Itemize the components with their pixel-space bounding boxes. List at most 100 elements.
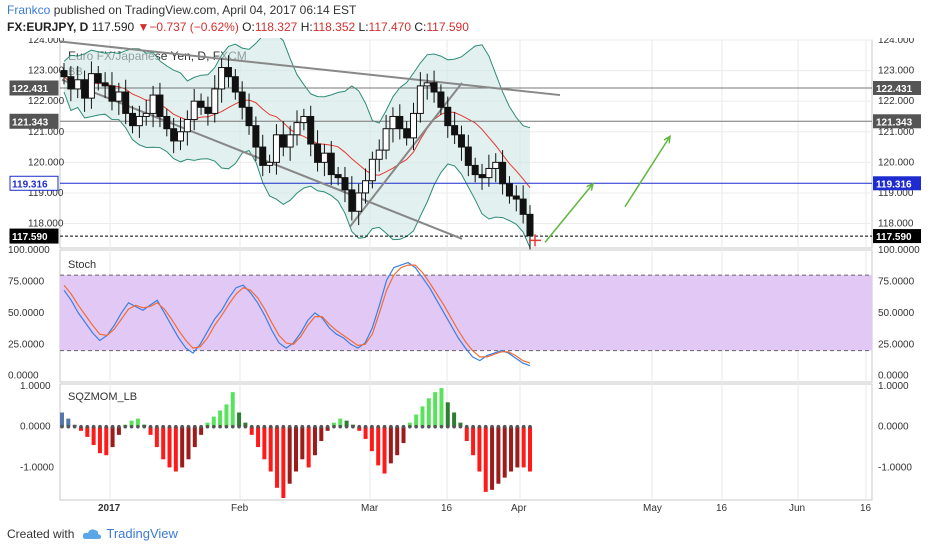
sqz-zero-dot (376, 424, 381, 429)
sqz-zero-dot (230, 424, 235, 429)
candle-body (129, 112, 137, 127)
sqz-histogram-bar (319, 426, 324, 441)
sqz-zero-dot (332, 424, 336, 429)
sqz-zero-dot (193, 424, 197, 429)
sqz-zero-dot (490, 424, 494, 429)
candle-body (190, 100, 198, 121)
price-tag-right (873, 114, 921, 129)
sqz-zero-dot (98, 424, 102, 429)
sqz-axis-left-label: -1.0000 (20, 462, 54, 473)
sqz-zero-dot (471, 424, 475, 429)
sqz-histogram-bar (167, 426, 172, 468)
sqz-zero-dot (243, 424, 248, 429)
sqz-zero-dot (389, 424, 393, 429)
candle-body (416, 85, 424, 114)
forecast-arrow-1-head (586, 182, 595, 191)
sqz-zero-dot (256, 424, 260, 429)
sqz-histogram-bar (376, 426, 381, 466)
sqz-histogram-bar (230, 392, 235, 427)
sqz-zero-dot (477, 424, 482, 429)
candle-body (300, 115, 308, 124)
high-label: H: (300, 20, 313, 34)
sqz-zero-dot (528, 424, 532, 429)
stoch-band-fill (60, 275, 872, 351)
candle-body (327, 152, 335, 176)
sqz-histogram-bar (97, 426, 102, 454)
price-axis-right-label: 122.000 (878, 96, 915, 107)
sqz-histogram-bar (154, 426, 159, 448)
candle-body (238, 91, 246, 108)
sqz-histogram-bar (458, 422, 463, 427)
sqz-zero-dot (110, 424, 115, 429)
sqz-histogram-bar (490, 426, 495, 490)
sqz-axis-left-label: 0.0000 (20, 422, 51, 433)
sqz-zero-dot (306, 424, 311, 429)
high-value: 118.352 (312, 20, 356, 34)
candle-body (115, 91, 123, 102)
candle-body (485, 167, 493, 179)
sqz-zero-dot (351, 424, 355, 429)
sqz-zero-dot (186, 424, 191, 429)
price-tag-left-text: 121.343 (12, 117, 49, 128)
sqz-zero-dot (502, 424, 507, 429)
sqz-zero-dot (287, 424, 292, 429)
chart-canvas[interactable]: 124.000 124.000 123.000 123.000 122.000 122.0… (0, 38, 932, 520)
sqz-zero-dot (275, 424, 279, 429)
sqz-axis-left-label: 1.0000 (20, 381, 51, 392)
candle-body (512, 195, 520, 200)
sqz-histogram-bar (306, 426, 311, 468)
candle-body (499, 161, 507, 185)
price-tag-left (9, 228, 59, 244)
candle-body (348, 189, 356, 212)
sqz-histogram-bar (338, 418, 343, 427)
candle-body (74, 79, 82, 90)
price-tag-right-text: 121.343 (876, 117, 913, 128)
price-tag-right (873, 80, 921, 95)
time-axis-label: Feb (231, 503, 249, 514)
stoch-axis-left-label: 50.0000 (8, 308, 45, 319)
sqz-histogram-bar (483, 426, 488, 492)
sqz-zero-dot (344, 424, 349, 429)
sqz-zero-dot (357, 424, 362, 429)
price-tag-left-text: 119.316 (12, 179, 48, 190)
sqz-zero-dot (427, 424, 431, 429)
sqz-histogram-bar (502, 426, 507, 478)
candle-body (259, 146, 267, 166)
sqz-zero-dot (294, 424, 298, 429)
sqz-histogram-bar (135, 418, 140, 427)
author-name[interactable]: Frankco (7, 3, 51, 17)
sqz-histogram-bar (199, 426, 204, 435)
price-tag-right (873, 176, 921, 191)
sqz-histogram-bar (407, 422, 412, 427)
candle-body (451, 125, 459, 136)
sqz-histogram-bar (382, 426, 387, 474)
sqz-histogram-bar (78, 426, 83, 431)
stoch-axis-right-label: 0.0000 (878, 371, 909, 382)
candle-body (67, 76, 75, 90)
sqz-zero-dot (420, 424, 425, 429)
time-axis-label: 16 (860, 503, 872, 514)
sqz-histogram-bar (91, 426, 96, 446)
sqz-zero-dot (300, 424, 305, 429)
tradingview-brand[interactable]: TradingView (106, 526, 178, 541)
sqz-axis-right-label: 1.0000 (878, 381, 909, 392)
sqz-histogram-bar (161, 426, 166, 460)
candle-body (60, 70, 68, 78)
sqz-histogram-bar (344, 420, 349, 427)
candle-body (142, 112, 150, 117)
stoch-axis-left-label: 0.0000 (8, 371, 39, 382)
sqz-zero-dot (395, 424, 399, 429)
publish-info: Frankco published on TradingView.com, Ap… (7, 3, 356, 17)
sqz-histogram-bar (515, 426, 520, 468)
sqz-histogram-bar (211, 416, 216, 427)
sqz-zero-dot (104, 424, 109, 429)
candle-body (252, 125, 260, 148)
stoch-axis-right-label: 25.0000 (878, 339, 915, 350)
sqz-histogram-bar (433, 392, 438, 427)
sqz-zero-dot (218, 424, 222, 429)
candle-body (444, 106, 452, 127)
candle-body (177, 131, 184, 142)
time-axis-label: 2017 (98, 503, 121, 514)
candle-body (382, 128, 390, 151)
sqz-zero-dot (167, 424, 172, 429)
